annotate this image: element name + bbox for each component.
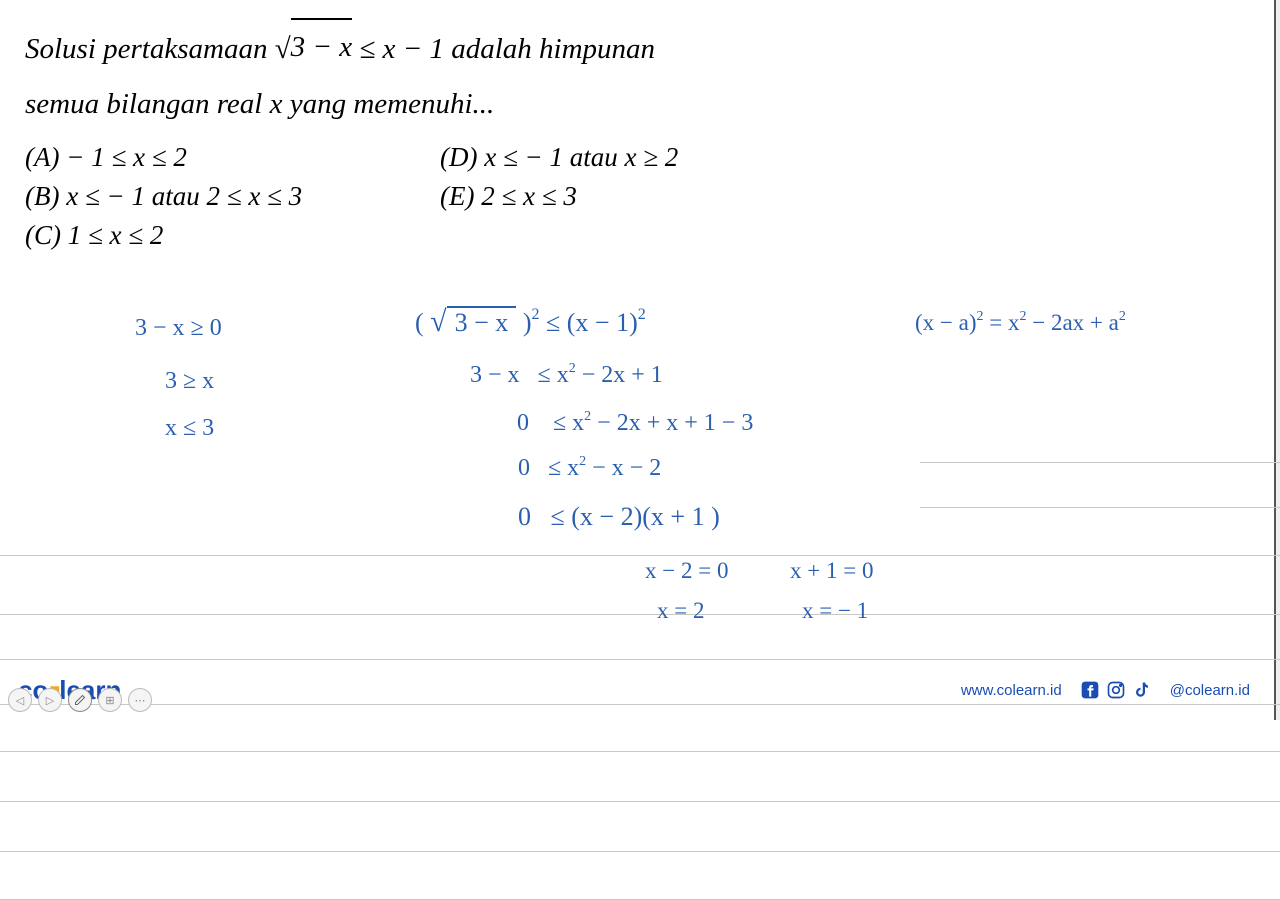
handwriting-root-2a: x = 2 xyxy=(657,598,704,624)
tiktok-icon xyxy=(1132,680,1152,700)
ruled-line xyxy=(0,851,1280,852)
handwriting-root-1a: x − 2 = 0 xyxy=(645,558,728,584)
right-border xyxy=(1274,0,1280,720)
option-e: (E) 2 ≤ x ≤ 3 xyxy=(440,181,577,212)
footer-handle: @colearn.id xyxy=(1170,682,1250,699)
option-row-3: (C) 1 ≤ x ≤ 2 xyxy=(25,220,1255,251)
sqrt-content: 3 − x xyxy=(291,18,352,75)
social-icons xyxy=(1080,680,1152,700)
ruled-line xyxy=(0,801,1280,802)
handwriting-factored: 0 ≤ (x − 2)(x + 1 ) xyxy=(518,502,720,532)
handwriting-domain-2: 3 ≥ x xyxy=(165,368,214,395)
more-button[interactable]: ⋯ xyxy=(128,688,152,712)
main-content: Solusi pertaksamaan √3 − x ≤ x − 1 adala… xyxy=(0,0,1280,251)
option-c: (C) 1 ≤ x ≤ 2 xyxy=(25,220,440,251)
handwriting-root-2b: x = − 1 xyxy=(802,598,868,624)
question-line2: semua bilangan real x yang memenuhi... xyxy=(25,88,494,120)
instagram-icon xyxy=(1106,680,1126,700)
option-row-2: (B) x ≤ − 1 atau 2 ≤ x ≤ 3 (E) 2 ≤ x ≤ 3 xyxy=(25,181,1255,212)
ruled-line xyxy=(0,751,1280,752)
ruled-line xyxy=(920,462,1280,463)
option-a: (A) − 1 ≤ x ≤ 2 xyxy=(25,142,440,173)
ruled-line xyxy=(0,614,1280,615)
handwriting-domain-3: x ≤ 3 xyxy=(165,415,214,442)
footer-right: www.colearn.id @colearn.id xyxy=(961,680,1250,700)
tool-button[interactable]: ⊞ xyxy=(98,688,122,712)
handwriting-expand: 3 − x ≤ x2 − 2x + 1 xyxy=(470,362,663,389)
footer: co■learn www.colearn.id @colearn.id xyxy=(0,665,1280,720)
option-b: (B) x ≤ − 1 atau 2 ≤ x ≤ 3 xyxy=(25,181,440,212)
ruled-line xyxy=(0,659,1280,660)
ruled-line xyxy=(920,507,1280,508)
question-text: Solusi pertaksamaan √3 − x ≤ x − 1 adala… xyxy=(25,20,1255,132)
option-row-1: (A) − 1 ≤ x ≤ 2 (D) x ≤ − 1 atau x ≥ 2 xyxy=(25,142,1255,173)
handwriting-rearrange-2: 0 ≤ x2 − x − 2 xyxy=(518,455,661,482)
handwriting-root-1b: x + 1 = 0 xyxy=(790,558,873,584)
sqrt-expression: √3 − x xyxy=(275,20,352,77)
handwriting-rearrange-1: 0 ≤ x2 − 2x + x + 1 − 3 xyxy=(517,410,753,437)
handwriting-square-both: ( √3 − x )2 ≤ (x − 1)2 xyxy=(415,305,646,339)
ruled-line xyxy=(0,555,1280,556)
handwriting-formula: (x − a)2 = x2 − 2ax + a2 xyxy=(915,310,1126,336)
question-line1-pre: Solusi pertaksamaan xyxy=(25,33,275,65)
options-block: (A) − 1 ≤ x ≤ 2 (D) x ≤ − 1 atau x ≥ 2 (… xyxy=(25,142,1255,251)
footer-url: www.colearn.id xyxy=(961,682,1062,699)
playback-controls: ◁ ▷ ⊞ ⋯ xyxy=(8,688,152,712)
handwriting-domain-1: 3 − x ≥ 0 xyxy=(135,315,222,342)
sqrt-symbol: √ xyxy=(275,33,291,65)
question-line1-post: ≤ x − 1 adalah himpunan xyxy=(352,33,655,65)
facebook-icon xyxy=(1080,680,1100,700)
prev-button[interactable]: ◁ xyxy=(8,688,32,712)
next-button[interactable]: ▷ xyxy=(38,688,62,712)
option-d: (D) x ≤ − 1 atau x ≥ 2 xyxy=(440,142,678,173)
pen-button[interactable] xyxy=(68,688,92,712)
